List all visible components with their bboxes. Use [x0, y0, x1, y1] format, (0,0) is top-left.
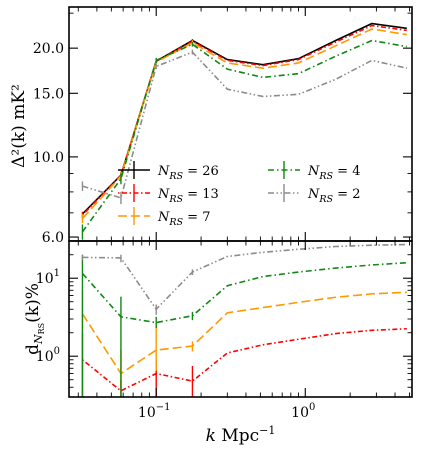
y-tick-label: 6.0 — [42, 230, 64, 246]
legend-item-1: NRS = 13 — [118, 184, 219, 205]
x-axis-label: k Mpc−1 — [206, 424, 276, 446]
ratio-line-1 — [81, 291, 407, 375]
series-line-3 — [81, 39, 407, 233]
ratio-line-2 — [81, 261, 407, 324]
y-tick-label: 101 — [36, 268, 60, 287]
series-line-2 — [81, 28, 407, 220]
bottom-y-axis-label: dNRS(k)% — [23, 283, 46, 355]
legend-label: NRS = 2 — [307, 187, 360, 205]
legend-item-4: NRS = 2 — [268, 184, 360, 205]
series-line-4 — [82, 51, 407, 199]
x-tick-label: 100 — [291, 402, 315, 421]
legend-label: NRS = 4 — [307, 164, 360, 182]
y-tick-label: 20.0 — [33, 41, 64, 57]
y-tick-label: 15.0 — [33, 86, 64, 102]
ratio-line-0 — [81, 327, 407, 392]
legend-item-0: NRS = 26 — [118, 161, 219, 182]
bottom-series-group — [81, 243, 407, 397]
y-tick-label: 100 — [36, 346, 60, 365]
x-tick-label: 10−1 — [138, 402, 171, 421]
legend-label: NRS = 13 — [157, 187, 219, 205]
legend-item-3: NRS = 4 — [268, 161, 360, 182]
legend-label: NRS = 7 — [157, 210, 210, 228]
ratio-line-3 — [82, 243, 407, 311]
top-panel: 6.0 10.0 15.0 20.0 Δ²(k) mK² NRS = 26 NRS = 13… — [9, 6, 413, 246]
top-frame — [68, 6, 413, 242]
y-tick-label: 10.0 — [33, 150, 64, 166]
series-line-0 — [81, 22, 407, 215]
legend-item-2: NRS = 7 — [118, 207, 210, 228]
top-y-axis-label: Δ²(k) mK² — [9, 84, 29, 168]
top-series-group — [81, 22, 407, 240]
legend-label: NRS = 26 — [157, 164, 219, 182]
legend: NRS = 26 NRS = 13 NRS = 7 NRS = 4 NRS = 2 — [118, 161, 360, 228]
